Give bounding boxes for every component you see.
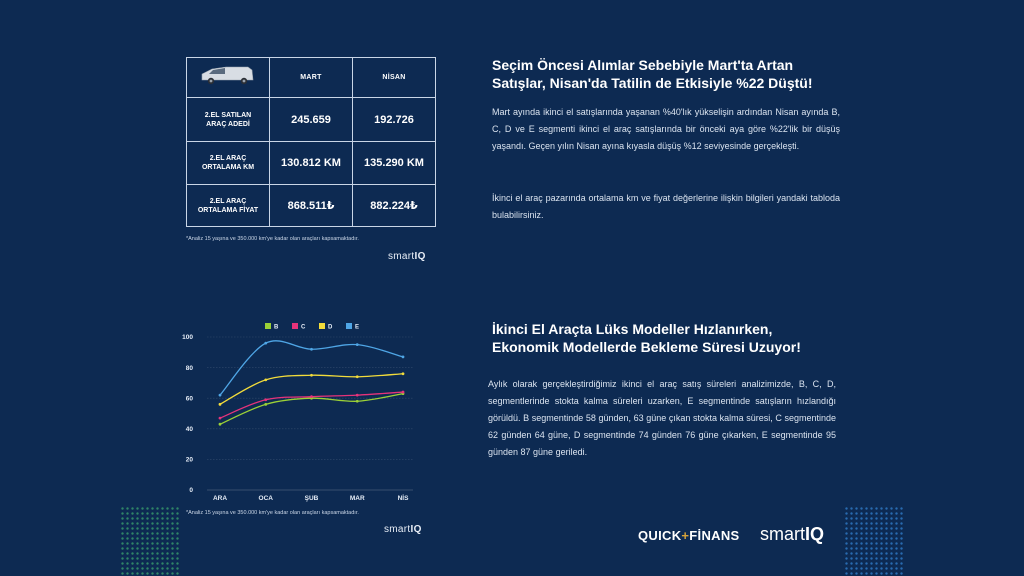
data-point-b [218, 422, 222, 426]
legend-label: C [301, 325, 306, 331]
table-row: 2.EL ARAÇ ORTALAMA KM 130.812 KM 135.290 … [186, 141, 436, 185]
data-point-c [310, 395, 313, 399]
decor-dots-right [844, 506, 904, 576]
table-row: 2.EL ARAÇ ORTALAMA FİYAT 868.511₺ 882.224… [186, 184, 436, 227]
y-tick-label: 0 [189, 487, 193, 494]
smartiq-logo-small: smartIQ [388, 251, 426, 262]
chart-legend: B C D E [265, 323, 359, 331]
x-axis-ticks: ARA OCA ŞUB MAR NİS [213, 494, 409, 502]
table-footnote: *Analiz 15 yaşına ve 350.000 km'ye kadar… [186, 236, 359, 242]
x-tick-label: ARA [213, 495, 227, 502]
data-point-c [264, 398, 268, 402]
data-point-e [218, 393, 222, 397]
x-tick-label: OCA [259, 495, 274, 502]
cell-value: 882.224₺ [352, 184, 436, 227]
chart-series [218, 340, 405, 426]
y-tick-label: 20 [186, 457, 194, 464]
row-header: 2.EL ARAÇ ORTALAMA FİYAT [186, 184, 270, 227]
x-tick-label: ŞUB [305, 495, 319, 502]
stats-table-container: MART NİSAN 2.EL SATILAN ARAÇ ADEDİ 245.65… [186, 57, 436, 227]
table-row: 2.EL SATILAN ARAÇ ADEDİ 245.659 192.726 [186, 97, 436, 142]
data-point-c [401, 390, 405, 394]
legend-swatch [292, 323, 298, 329]
col-header-mart: MART [269, 57, 353, 98]
chart-footnote: *Analiz 15 yaşına ve 350.000 km'ye kadar… [186, 510, 359, 516]
data-point-b [264, 402, 268, 406]
van-icon [201, 66, 254, 85]
legend-swatch [346, 323, 352, 329]
data-point-b [355, 399, 359, 403]
data-point-d [355, 375, 359, 379]
cell-value: 868.511₺ [269, 184, 353, 227]
section2-paragraph: Aylık olarak gerçekleştirdiğimiz ikinci … [488, 379, 836, 457]
cell-value: 245.659 [269, 97, 353, 142]
y-tick-label: 40 [186, 426, 194, 433]
x-tick-label: NİS [398, 494, 410, 502]
series-line-d [219, 373, 404, 405]
data-point-d [218, 402, 222, 406]
legend-swatch [319, 323, 325, 329]
legend-swatch [265, 323, 271, 329]
data-point-c [218, 416, 222, 420]
data-point-c [355, 393, 359, 397]
x-tick-label: MAR [350, 495, 365, 502]
smartiq-logo-small-2: smartIQ [384, 524, 422, 535]
y-axis-ticks: 0 20 40 60 80 100 [182, 334, 193, 494]
y-tick-label: 80 [186, 365, 194, 372]
smartiq-logo: smartIQ [760, 524, 825, 544]
col-header-nisan: NİSAN [352, 57, 436, 98]
van-cell [186, 57, 270, 98]
cell-value: 135.290 KM [352, 141, 436, 185]
legend-label: B [274, 325, 279, 331]
data-point-e [355, 343, 359, 347]
section2-heading: İkinci El Araçta Lüks Modeller Hızlanırk… [492, 321, 801, 355]
chart-gridlines [207, 336, 413, 491]
section1-heading: Seçim Öncesi Alımlar Sebebiyle Mart'ta A… [492, 57, 813, 91]
legend-label: D [328, 325, 333, 331]
row-header: 2.EL SATILAN ARAÇ ADEDİ [186, 97, 270, 142]
stats-table: MART NİSAN 2.EL SATILAN ARAÇ ADEDİ 245.65… [186, 57, 436, 227]
data-point-d [310, 373, 313, 377]
data-point-e [264, 341, 268, 345]
section1-paragraph-2: İkinci el araç pazarında ortalama km ve … [492, 193, 840, 220]
legend-label: E [355, 325, 359, 331]
y-tick-label: 100 [182, 334, 193, 341]
decor-dots-left [120, 506, 180, 576]
cell-value: 192.726 [352, 97, 436, 142]
data-point-e [310, 347, 313, 351]
y-tick-label: 60 [186, 395, 194, 402]
section1-paragraph-1: Mart ayında ikinci el satışlarında yaşan… [492, 107, 840, 151]
data-point-d [401, 372, 405, 376]
cell-value: 130.812 KM [269, 141, 353, 185]
line-chart: 0 20 40 60 80 100 ARA OCA ŞUB MAR NİS B C D E [182, 323, 413, 502]
data-point-e [401, 355, 405, 359]
data-point-d [264, 378, 268, 382]
row-header: 2.EL ARAÇ ORTALAMA KM [186, 141, 270, 185]
quickfinans-logo: QUICK+FİNANS [638, 528, 740, 543]
